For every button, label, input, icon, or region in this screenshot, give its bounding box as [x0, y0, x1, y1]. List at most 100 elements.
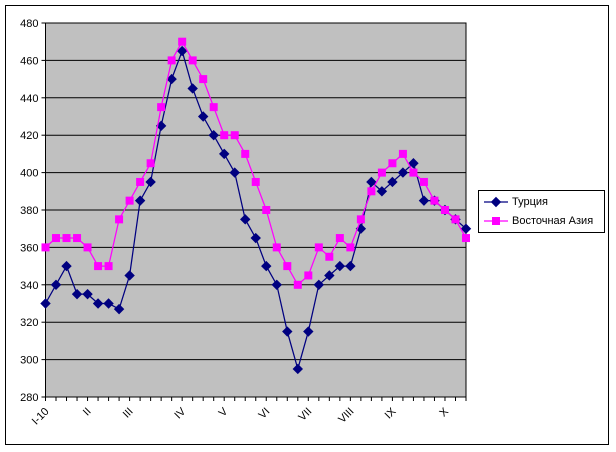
marker-east-asia-7 [115, 215, 124, 224]
x-tick-label-II: II [81, 406, 94, 419]
marker-turkey-28 [334, 260, 346, 272]
marker-east-asia-27 [325, 252, 334, 261]
marker-east-asia-16 [209, 103, 218, 112]
marker-east-asia-20 [251, 177, 260, 186]
marker-turkey-4 [82, 288, 93, 300]
marker-east-asia-38 [440, 206, 449, 214]
marker-east-asia-14 [188, 56, 197, 65]
marker-east-asia-26 [314, 243, 323, 252]
marker-turkey-32 [376, 186, 388, 197]
marker-east-asia-29 [346, 243, 355, 252]
marker-east-asia-19 [241, 149, 250, 158]
marker-east-asia-11 [157, 103, 166, 112]
marker-turkey-26 [313, 279, 325, 291]
y-tick-label-280: 280 [20, 392, 38, 404]
marker-turkey-13 [176, 45, 188, 57]
marker-turkey-12 [166, 73, 177, 85]
y-tick-label-360: 360 [20, 242, 38, 254]
marker-turkey-14 [187, 83, 198, 94]
legend-item-turkey: Турция [483, 194, 604, 210]
marker-east-asia-6 [104, 262, 113, 271]
marker-east-asia-39 [451, 215, 460, 224]
marker-east-asia-23 [283, 262, 292, 271]
x-tick-label-IX: IX [383, 405, 399, 421]
marker-east-asia-3 [73, 234, 82, 243]
marker-east-asia-10 [146, 159, 155, 168]
y-tick-label-440: 440 [20, 93, 38, 105]
marker-turkey-0 [40, 298, 51, 309]
y-tick-label-400: 400 [20, 168, 38, 180]
marker-turkey-36 [418, 195, 430, 206]
marker-turkey-21 [261, 260, 272, 272]
diamond-icon [490, 196, 502, 208]
y-tick-label-340: 340 [20, 280, 38, 292]
marker-turkey-23 [282, 326, 293, 337]
marker-east-asia-34 [398, 149, 407, 158]
marker-turkey-15 [197, 111, 209, 122]
marker-turkey-3 [71, 288, 83, 300]
marker-turkey-31 [366, 176, 377, 188]
marker-turkey-19 [240, 214, 251, 225]
x-tick-label-IV: IV [172, 405, 188, 421]
y-tick-label-300: 300 [20, 355, 38, 367]
marker-east-asia-9 [136, 177, 145, 186]
square-icon [492, 217, 500, 225]
marker-turkey-8 [124, 270, 135, 281]
marker-east-asia-40 [462, 234, 470, 243]
marker-east-asia-17 [220, 131, 229, 140]
x-tick-label-III: III [121, 406, 136, 421]
marker-turkey-25 [303, 326, 314, 337]
marker-turkey-24 [292, 363, 304, 375]
marker-east-asia-35 [409, 168, 418, 177]
marker-east-asia-0 [41, 243, 50, 252]
marker-east-asia-18 [230, 131, 239, 140]
y-tick-label-320: 320 [20, 317, 38, 329]
x-tick-label-X: X [437, 405, 451, 419]
legend-item-east-asia: Восточная Азия [483, 213, 604, 229]
marker-east-asia-15 [199, 75, 208, 84]
turkey-diamond-marker-icon [484, 196, 508, 208]
legend-label-turkey: Турция [512, 196, 548, 208]
x-tick-label-VIII: VIII [336, 406, 356, 426]
marker-east-asia-25 [304, 271, 313, 280]
y-tick-label-480: 480 [20, 18, 38, 30]
marker-east-asia-4 [83, 243, 92, 252]
marker-east-asia-36 [419, 177, 428, 186]
marker-turkey-27 [324, 270, 335, 281]
marker-east-asia-37 [430, 196, 439, 205]
marker-turkey-16 [208, 129, 219, 141]
marker-turkey-10 [145, 176, 156, 188]
marker-east-asia-8 [125, 196, 134, 205]
marker-turkey-1 [50, 279, 62, 291]
marker-turkey-34 [397, 167, 409, 178]
x-tick-label-I-10: I-10 [30, 406, 52, 428]
marker-east-asia-13 [178, 37, 187, 46]
marker-turkey-7 [113, 303, 125, 315]
marker-east-asia-31 [367, 187, 376, 196]
legend: Турция Восточная Азия [478, 190, 605, 233]
marker-east-asia-2 [62, 234, 71, 243]
marker-turkey-6 [103, 298, 114, 309]
x-tick-label-V: V [217, 405, 231, 419]
marker-east-asia-22 [272, 243, 281, 252]
marker-turkey-2 [61, 260, 72, 272]
marker-east-asia-30 [356, 215, 365, 224]
marker-turkey-9 [134, 195, 146, 206]
y-tick-label-460: 460 [20, 55, 38, 67]
marker-east-asia-1 [52, 234, 61, 243]
marker-turkey-33 [387, 176, 398, 188]
marker-east-asia-33 [388, 159, 397, 168]
marker-east-asia-21 [262, 206, 271, 214]
marker-east-asia-5 [94, 262, 103, 271]
marker-turkey-22 [271, 279, 282, 291]
marker-turkey-29 [345, 260, 356, 272]
x-tick-label-VI: VI [257, 406, 273, 422]
marker-turkey-20 [250, 232, 261, 244]
marker-east-asia-12 [167, 56, 176, 65]
y-tick-label-380: 380 [20, 205, 38, 217]
marker-turkey-5 [92, 298, 104, 309]
marker-turkey-17 [219, 148, 230, 160]
x-tick-label-VII: VII [296, 406, 314, 424]
